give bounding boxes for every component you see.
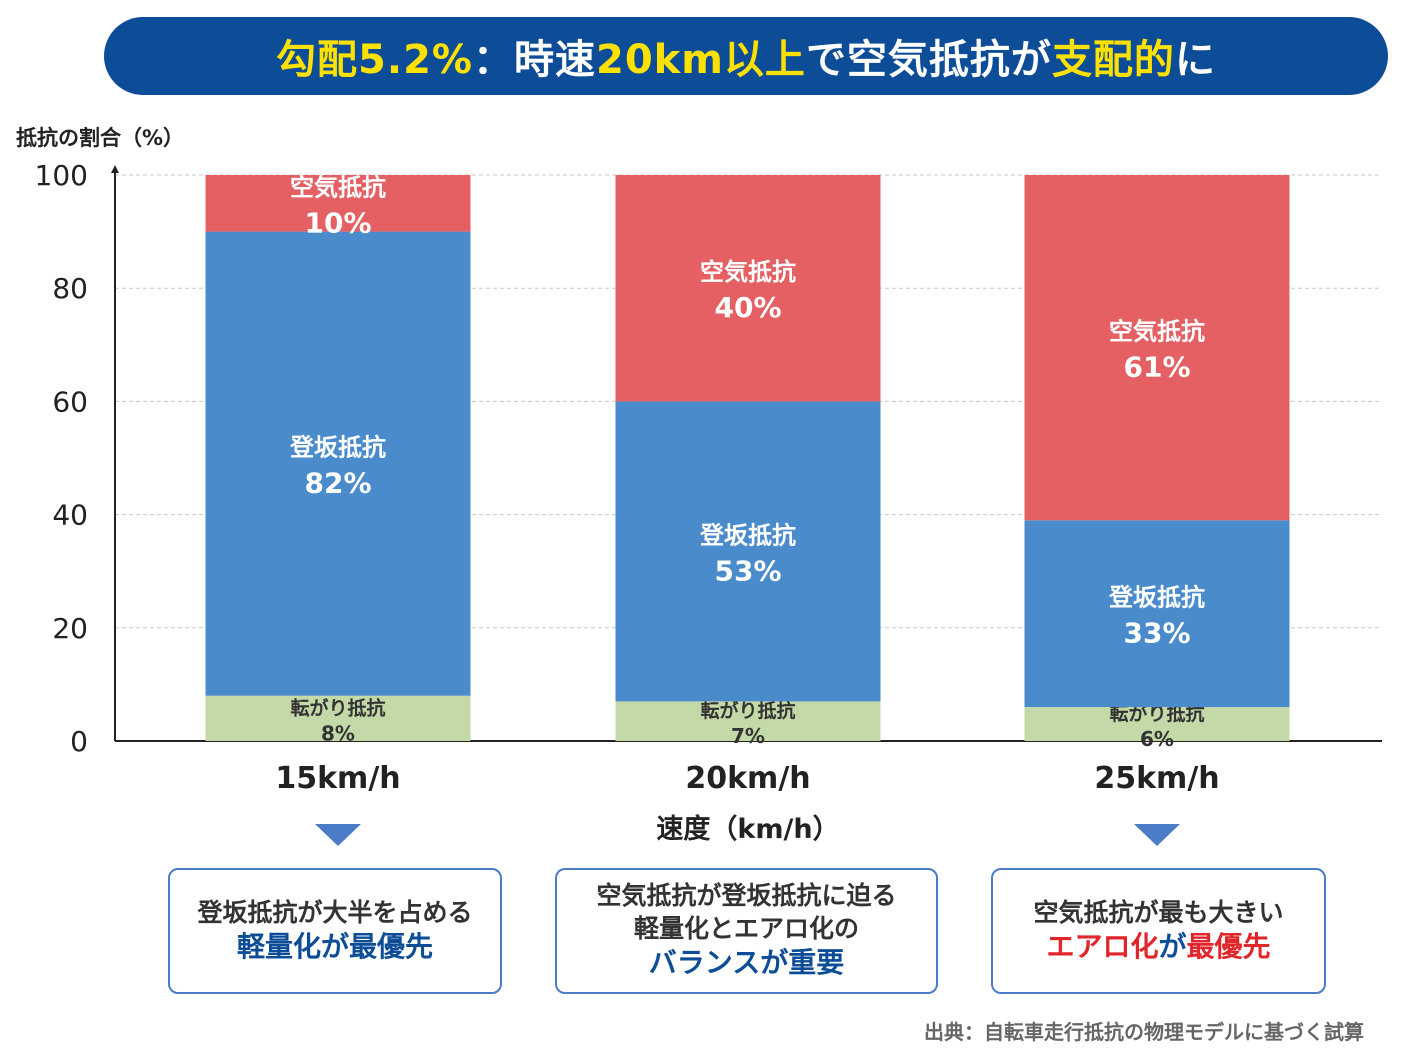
bar-20km-h-rolling: [615, 701, 881, 741]
label-25km-h-rolling-name: 転がり抵抗: [1109, 702, 1204, 725]
callout-25kmh-emph-priority: 最優先: [1186, 930, 1271, 964]
y-axis-arrow: [111, 165, 119, 173]
title-part-suffix: に: [1174, 37, 1216, 83]
pointer-25kmh-icon: [1134, 824, 1180, 846]
x-tick-25km-h: 25km/h: [1094, 761, 1219, 796]
label-25km-h-climb-name: 登坂抵抗: [1108, 584, 1205, 612]
callout-20kmh-emphasis: バランスが重要: [648, 946, 845, 980]
x-tick-15km-h: 15km/h: [275, 761, 400, 796]
y-tick-60: 60: [52, 385, 88, 418]
stacked-bar-chart: 020406080100抵抗の割合（%）転がり抵抗8%登坂抵抗82%空気抵抗10…: [16, 126, 1382, 846]
bar-20km-h-climb: [615, 401, 881, 702]
callout-20kmh: 空気抵抗が登坂抵抗に迫る 軽量化とエアロ化の バランスが重要: [555, 868, 938, 994]
label-15km-h-rolling-name: 転がり抵抗: [290, 696, 385, 719]
y-tick-20: 20: [52, 612, 88, 645]
label-25km-h-climb-value: 33%: [1123, 617, 1190, 650]
y-axis-label: 抵抗の割合（%）: [16, 126, 184, 150]
bar-20km-h-air: [615, 175, 881, 402]
label-20km-h-air-value: 40%: [714, 291, 781, 324]
bar-25km-h-climb: [1024, 520, 1290, 708]
label-20km-h-rolling-name: 転がり抵抗: [700, 699, 795, 722]
label-15km-h-climb-name: 登坂抵抗: [289, 434, 386, 462]
bar-25km-h-air: [1024, 175, 1290, 521]
callout-25kmh-emph-ga: が: [1158, 930, 1187, 964]
x-axis-label: 速度（km/h）: [656, 813, 839, 845]
label-15km-h-air-name: 空気抵抗: [290, 173, 386, 201]
title-part-air: で空気抵抗が: [805, 37, 1052, 83]
label-15km-h-rolling-value: 8%: [321, 721, 355, 745]
label-25km-h-air-value: 61%: [1123, 351, 1190, 384]
callout-15kmh-text: 登坂抵抗が大半を占める: [197, 897, 473, 927]
label-20km-h-air-name: 空気抵抗: [700, 258, 796, 286]
y-tick-0: 0: [70, 725, 88, 758]
title-part-dominant: 支配的: [1051, 37, 1175, 83]
source-note: 出典：自転車走行抵抗の物理モデルに基づく試算: [924, 1020, 1364, 1044]
bar-15km-h-rolling: [205, 695, 471, 741]
y-tick-100: 100: [35, 159, 88, 192]
label-20km-h-climb-name: 登坂抵抗: [699, 521, 796, 549]
x-tick-20km-h: 20km/h: [685, 761, 810, 796]
callout-20kmh-text-1: 空気抵抗が登坂抵抗に迫る: [596, 881, 897, 911]
callout-15kmh-emphasis: 軽量化が最優先: [236, 930, 433, 964]
label-20km-h-rolling-value: 7%: [731, 724, 765, 748]
bar-15km-h-climb: [205, 231, 471, 696]
label-25km-h-air-name: 空気抵抗: [1109, 318, 1205, 346]
y-tick-80: 80: [52, 272, 88, 305]
callout-15kmh: 登坂抵抗が大半を占める 軽量化が最優先: [168, 868, 502, 994]
title-banner: 勾配5.2% ：時速 20km以上 で空気抵抗が 支配的に: [104, 17, 1388, 95]
callout-25kmh-emph-aero: エアロ化: [1046, 930, 1159, 964]
title-part-speed: 20km以上: [595, 37, 806, 83]
bar-15km-h-air: [205, 175, 471, 232]
title-part-speed-prefix: ：時速: [472, 37, 596, 83]
label-20km-h-climb-value: 53%: [714, 554, 781, 587]
pointer-15kmh-icon: [315, 824, 361, 846]
bar-25km-h-rolling: [1024, 707, 1290, 741]
callout-25kmh-emphasis: エアロ化が最優先: [1046, 929, 1270, 965]
callout-20kmh-text-2: 軽量化とエアロ化の: [633, 913, 859, 943]
callout-25kmh: 空気抵抗が最も大きい エアロ化が最優先: [991, 868, 1326, 994]
label-15km-h-air-value: 10%: [304, 206, 371, 239]
callout-25kmh-text: 空気抵抗が最も大きい: [1033, 897, 1284, 927]
label-15km-h-climb-value: 82%: [304, 467, 371, 500]
title-part-grade: 勾配5.2%: [276, 37, 473, 83]
y-tick-40: 40: [52, 499, 88, 532]
label-25km-h-rolling-value: 6%: [1140, 727, 1174, 751]
